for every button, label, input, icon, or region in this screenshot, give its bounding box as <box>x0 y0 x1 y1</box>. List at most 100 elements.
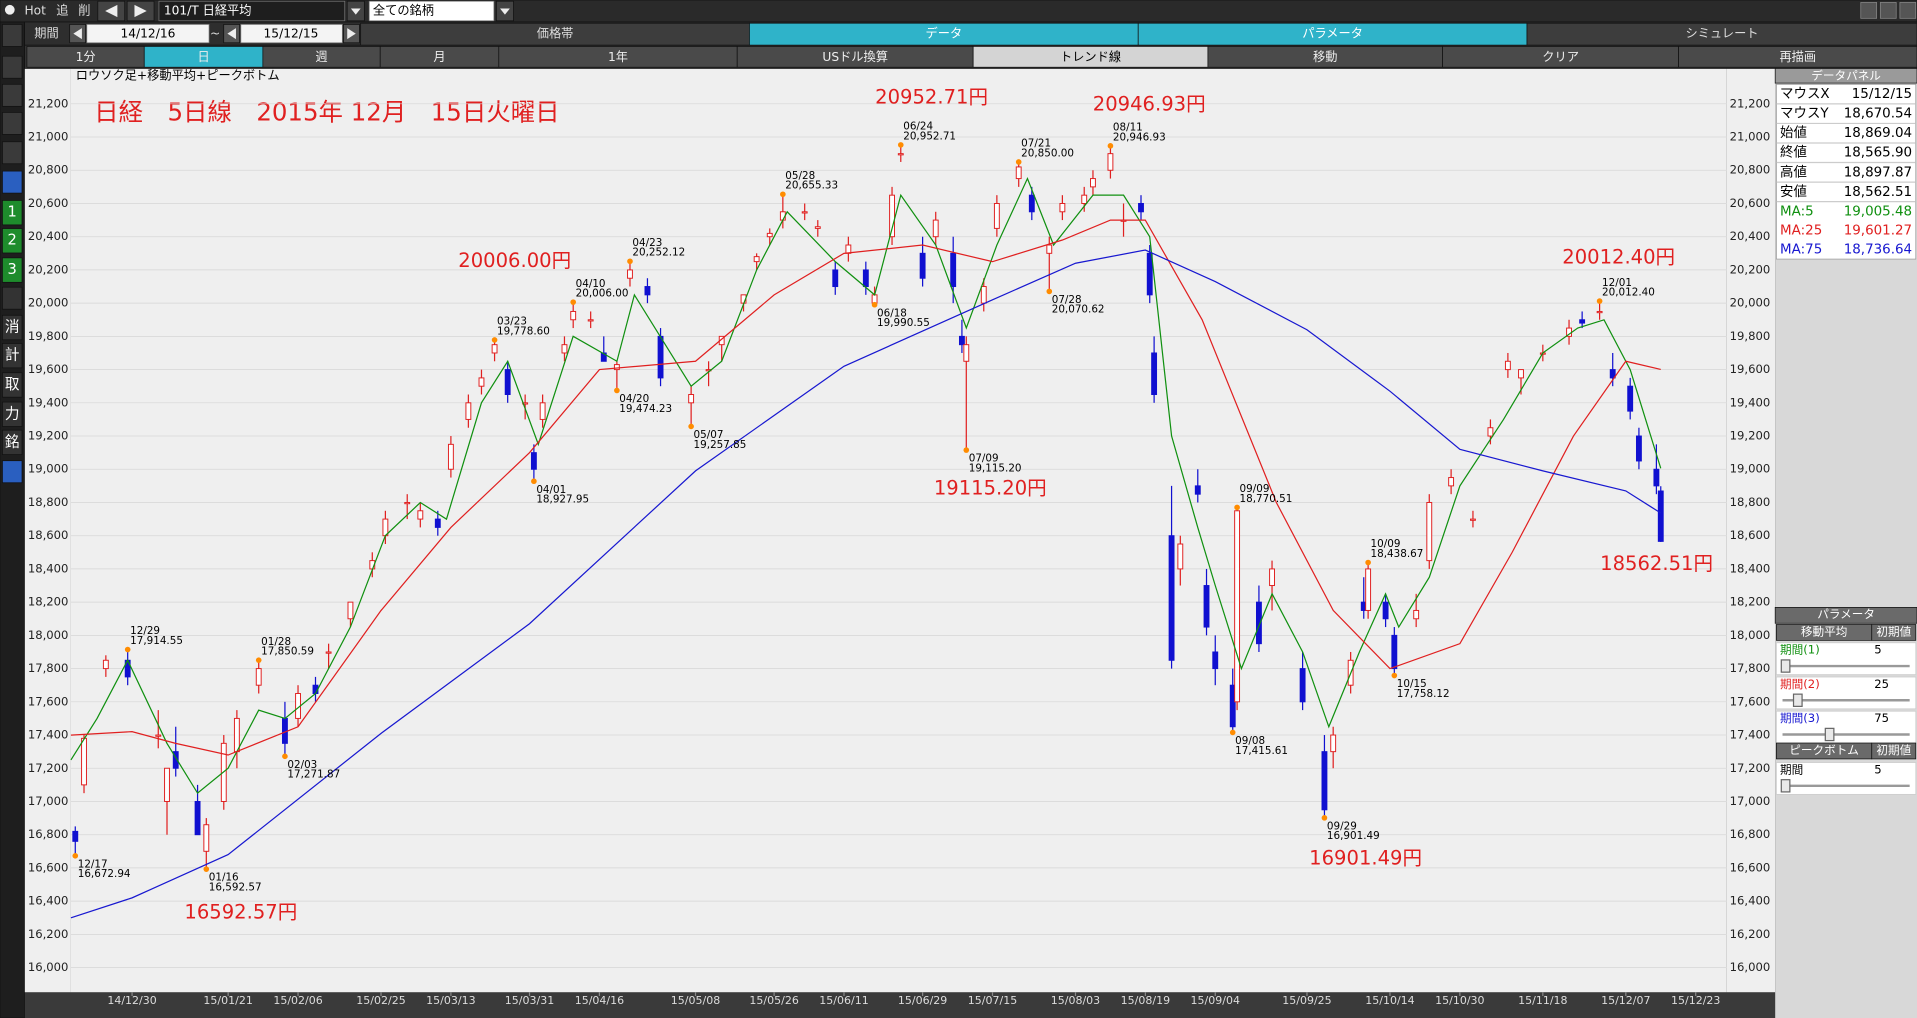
y-tick-label-left: 17,800 <box>28 661 69 675</box>
y-tick-label: 20,200 <box>1730 262 1771 276</box>
star-icon[interactable] <box>2 286 23 310</box>
right-axis-area <box>1726 68 1776 993</box>
panel-value: 15/12/15 <box>1852 87 1912 102</box>
y-tick-label: 19,800 <box>1730 329 1771 343</box>
param-label: 期間(1) <box>1780 643 1820 657</box>
candle-body <box>164 767 170 802</box>
button-label: 再描画 <box>1779 50 1816 64</box>
arrow <box>227 28 236 40</box>
left-axis-area <box>24 68 71 993</box>
button[interactable] <box>1678 46 1917 68</box>
symbol-box[interactable] <box>158 0 346 22</box>
param-header <box>1774 607 1917 624</box>
add-button: 追 <box>56 3 68 18</box>
panel-body <box>1776 83 1917 260</box>
peak-dot <box>1107 143 1114 149</box>
window-button[interactable] <box>1860 2 1878 19</box>
candle-body <box>1151 352 1158 395</box>
candle-body <box>417 510 424 520</box>
group-text: 全ての銘柄 <box>373 3 434 18</box>
side-icon[interactable] <box>2 112 23 135</box>
settings-icon[interactable] <box>2 460 23 484</box>
panel-ma-value: 18,736.64 <box>1844 242 1912 257</box>
peak-value: 18,927.95 <box>536 494 589 506</box>
x-tick-label: 15/08/19 <box>1121 994 1170 1007</box>
group-box[interactable] <box>368 0 495 22</box>
peak-date: 10/09 <box>1371 538 1401 550</box>
panel-label: 始値 <box>1780 125 1807 141</box>
candle-body <box>1653 468 1660 487</box>
candle-body <box>1168 535 1175 661</box>
side-icon-label: 2 <box>8 232 17 249</box>
price-callout: 19115.20円 <box>934 476 1047 499</box>
y-tick-label-left: 18,400 <box>28 561 69 575</box>
candle-body <box>1203 585 1210 628</box>
candle-body <box>434 518 441 528</box>
side-icon[interactable] <box>2 200 23 226</box>
panel-ma-value: 19,005.48 <box>1844 204 1912 219</box>
panel-value: 18,562.51 <box>1844 185 1912 200</box>
window-button[interactable] <box>1879 2 1897 19</box>
moving-average-line <box>70 219 1661 756</box>
arrow <box>347 28 356 40</box>
side-icon[interactable] <box>2 372 23 398</box>
side-icon[interactable] <box>2 228 23 254</box>
slider-thumb[interactable] <box>1780 779 1791 793</box>
param-header-label: ピークボトム <box>1789 743 1859 757</box>
side-icon[interactable] <box>2 401 23 427</box>
y-tick-label: 18,200 <box>1730 595 1771 609</box>
peak-date: 12/01 <box>1602 277 1632 289</box>
y-tick-label: 18,600 <box>1730 528 1771 542</box>
panel-ma-label: MA:5 <box>1780 204 1814 219</box>
side-icon[interactable] <box>2 55 23 79</box>
delete-button: 削 <box>78 4 90 18</box>
side-icon[interactable] <box>2 141 23 165</box>
tab-label: 価格帯 <box>537 26 574 41</box>
candle-body <box>993 202 1000 229</box>
peak-dot <box>255 657 262 663</box>
to-date[interactable] <box>240 24 343 44</box>
peak-date: 03/23 <box>497 316 527 328</box>
peak-value: 19,115.20 <box>969 462 1022 474</box>
side-icon[interactable] <box>2 257 23 283</box>
candle-body <box>600 352 607 362</box>
window-button[interactable] <box>1899 2 1917 19</box>
y-tick-label-left: 16,400 <box>28 894 69 908</box>
param-header-label: 初期値 <box>1876 624 1911 638</box>
candle-body <box>465 402 472 420</box>
peak-date: 04/01 <box>536 484 566 496</box>
y-tick-label-left: 17,000 <box>28 794 69 808</box>
peak-value: 20,070.62 <box>1052 304 1105 316</box>
peak-dot <box>531 478 537 485</box>
side-icon[interactable] <box>2 343 23 369</box>
slider-thumb[interactable] <box>1780 659 1791 673</box>
candle-body <box>1635 435 1642 462</box>
peak-dot <box>1234 504 1240 511</box>
candle-body <box>203 824 210 852</box>
y-tick-label: 17,000 <box>1730 794 1771 808</box>
y-tick-label-left: 20,800 <box>28 163 69 177</box>
peak-dot <box>688 423 694 430</box>
side-icon[interactable] <box>2 24 23 47</box>
peak-value: 20,850.00 <box>1021 147 1074 159</box>
from-date[interactable] <box>86 24 210 44</box>
slider-thumb[interactable] <box>1792 693 1803 707</box>
next-arrow <box>134 4 147 18</box>
side-icon[interactable] <box>2 83 23 107</box>
side-icon[interactable] <box>2 314 23 341</box>
candle-body <box>1177 543 1184 570</box>
side-icon[interactable] <box>2 170 23 194</box>
side-icon[interactable] <box>2 429 23 455</box>
x-tick-label: 15/09/25 <box>1282 994 1331 1007</box>
button-label: 移動 <box>1313 50 1337 64</box>
slider-thumb[interactable] <box>1824 727 1835 742</box>
peak-dot <box>1321 815 1328 821</box>
y-tick-label: 17,200 <box>1730 761 1771 775</box>
x-tick-label: 15/01/21 <box>203 994 252 1007</box>
x-tick-label: 15/05/08 <box>671 994 720 1007</box>
candle-body <box>1028 194 1035 213</box>
button-label: トレンド線 <box>1060 49 1121 64</box>
y-tick-label: 21,000 <box>1730 130 1771 144</box>
peak-date: 07/21 <box>1021 138 1051 150</box>
